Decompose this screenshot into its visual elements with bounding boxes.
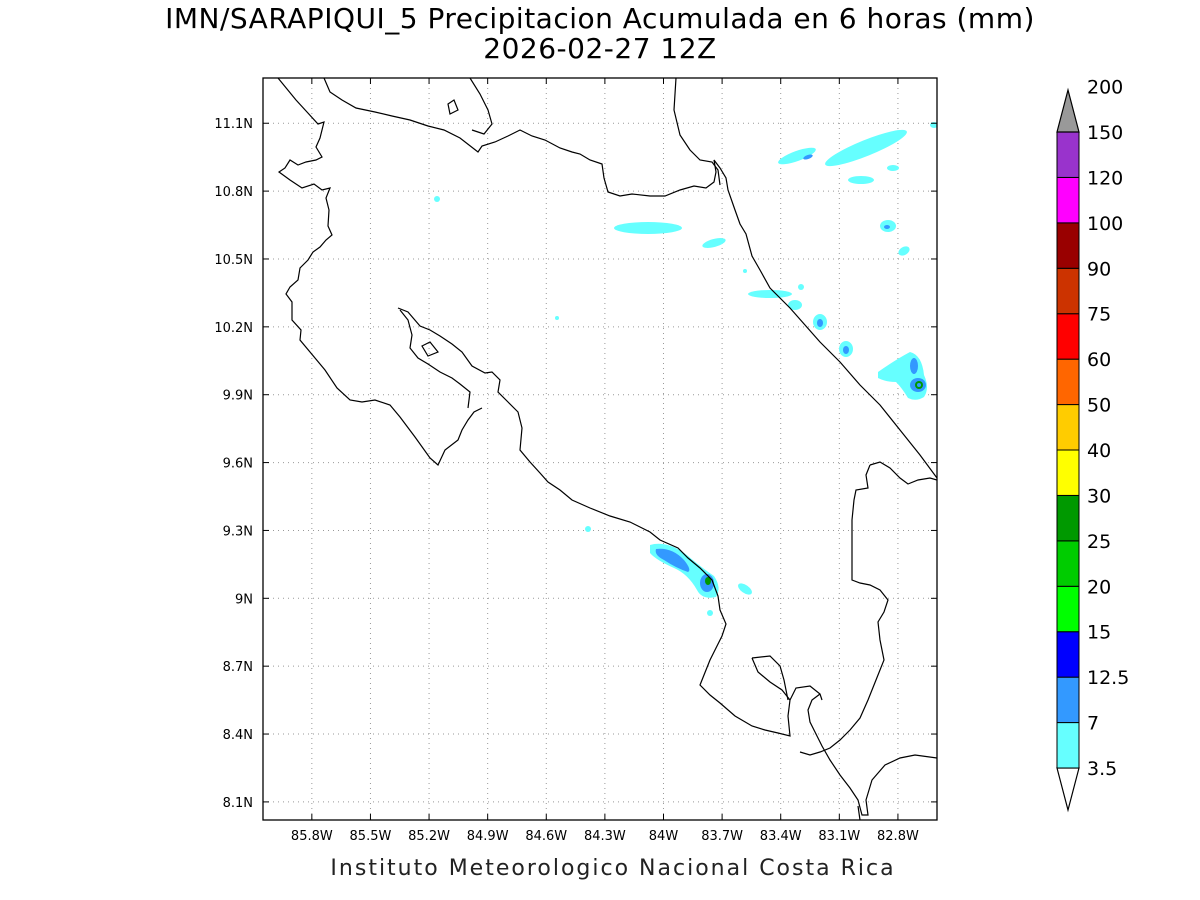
map-title: IMN/SARAPIQUI_5 Precipitacion Acumulada …	[165, 2, 1035, 35]
y-tick-label: 9.9N	[223, 389, 253, 404]
colorbar-segment	[1056, 267, 1080, 315]
y-tick-label: 11.1N	[214, 117, 253, 132]
map-date: 2026-02-27 12Z	[483, 32, 717, 65]
colorbar-segment	[1056, 722, 1080, 769]
grid-lines	[263, 78, 937, 820]
y-tick-label: 9N	[235, 592, 253, 607]
colorbar-segment	[1056, 222, 1080, 269]
colorbar-segment	[1056, 404, 1080, 451]
plot-frame	[262, 77, 938, 821]
y-tick-label: 9.6N	[223, 457, 253, 472]
colorbar-label: 60	[1087, 349, 1111, 371]
plot-area	[263, 78, 937, 820]
colorbar: 3.5 7 12.5 15 20 25 30 40 50 60 75 90 100 120 150 200	[1056, 77, 1129, 813]
colorbar-segment	[1056, 131, 1080, 178]
colorbar-segment	[1056, 494, 1080, 542]
y-tick-label: 8.1N	[223, 796, 253, 811]
x-tick-label: 85.2W	[408, 829, 450, 844]
colorbar-segment	[1056, 676, 1080, 724]
colorbar-label: 25	[1087, 531, 1111, 553]
colorbar-label: 120	[1087, 167, 1123, 189]
colorbar-label: 75	[1087, 304, 1111, 326]
x-tick-label: 83.1W	[818, 829, 860, 844]
latitude-axis: 11.1N 10.8N 10.5N 10.2N 9.9N 9.6N 9.3N 9N 8.7N 8.…	[214, 117, 937, 811]
longitude-axis: 85.8W 85.5W 85.2W 84.9W 84.6W 84.3W 84W 83.7W 83…	[291, 78, 919, 844]
y-tick-label: 9.3N	[223, 524, 253, 539]
colorbar-segment	[1056, 358, 1080, 406]
x-tick-label: 85.8W	[291, 829, 333, 844]
colorbar-label: 40	[1087, 440, 1111, 462]
colorbar-label: 7	[1087, 713, 1099, 735]
colorbar-lower-arrow	[1056, 767, 1080, 813]
colorbar-label: 200	[1087, 77, 1123, 99]
x-tick-label: 85.5W	[350, 829, 392, 844]
footer-credit: Instituto Meteorologico Nacional Costa R…	[330, 856, 896, 881]
x-tick-label: 84.3W	[584, 829, 626, 844]
coastlines	[277, 78, 937, 820]
colorbar-segment	[1056, 449, 1080, 496]
x-tick-label: 82.8W	[877, 829, 919, 844]
y-tick-label: 10.5N	[214, 253, 253, 268]
colorbar-segment	[1056, 631, 1080, 678]
y-tick-label: 8.4N	[223, 728, 253, 743]
colorbar-label: 30	[1087, 485, 1111, 507]
precip-field	[434, 122, 937, 616]
colorbar-label: 20	[1087, 576, 1111, 598]
colorbar-label: 12.5	[1087, 667, 1129, 689]
colorbar-label: 90	[1087, 258, 1111, 280]
y-tick-label: 10.8N	[214, 185, 253, 200]
x-tick-label: 84.6W	[525, 829, 567, 844]
y-tick-label: 10.2N	[214, 321, 253, 336]
colorbar-upper-arrow	[1056, 87, 1080, 133]
x-tick-label: 84W	[649, 829, 679, 844]
x-tick-label: 84.9W	[467, 829, 509, 844]
colorbar-label: 50	[1087, 395, 1111, 417]
colorbar-segment	[1056, 176, 1080, 224]
colorbar-segment	[1056, 313, 1080, 360]
colorbar-label: 15	[1087, 622, 1111, 644]
colorbar-label: 3.5	[1087, 758, 1117, 780]
colorbar-segment	[1056, 540, 1080, 587]
colorbar-segment	[1056, 585, 1080, 633]
y-tick-label: 8.7N	[223, 660, 253, 675]
colorbar-label: 150	[1087, 122, 1123, 144]
x-tick-label: 83.7W	[701, 829, 743, 844]
colorbar-label: 100	[1087, 213, 1123, 235]
x-tick-label: 83.4W	[760, 829, 802, 844]
